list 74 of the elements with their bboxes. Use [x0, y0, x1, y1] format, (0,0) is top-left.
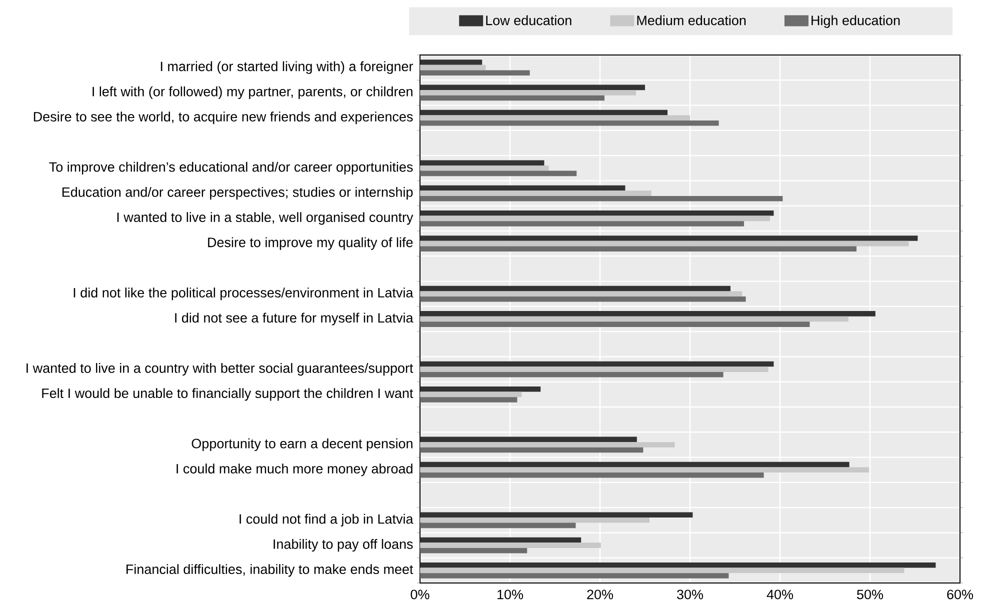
- bar: [420, 397, 518, 402]
- bar: [420, 548, 528, 554]
- bar: [420, 442, 675, 448]
- bar: [420, 120, 719, 126]
- y-tick-label: Financial difficulties, inability to make ends meet: [126, 564, 414, 577]
- x-tick-label: 10%: [498, 590, 524, 600]
- bar: [420, 90, 636, 96]
- y-tick-label: I wanted to live in a country with better social guarantees/support: [26, 362, 414, 376]
- bar: [420, 84, 646, 90]
- bar: [420, 236, 918, 241]
- bar: [420, 240, 909, 246]
- bar: [420, 221, 744, 226]
- y-tick-label: I did not like the political processes/environment in Latvia: [74, 288, 414, 300]
- bar: [420, 436, 637, 442]
- bar: [420, 190, 652, 196]
- bar: [420, 170, 577, 176]
- bar: [420, 110, 668, 116]
- bar: [420, 537, 582, 543]
- y-tick-label: To improve children’s educational and/or career opportunities: [49, 162, 413, 174]
- bar: [420, 568, 904, 574]
- x-tick-label: 20%: [587, 590, 614, 600]
- bar: [420, 60, 482, 65]
- bar: [420, 196, 783, 202]
- bar: [420, 216, 770, 222]
- y-tick-label: Desire to improve my quality of life: [208, 237, 413, 250]
- bar: [420, 472, 764, 478]
- bar: [420, 210, 774, 216]
- x-tick-label: 60%: [947, 590, 974, 600]
- bar: [420, 447, 644, 453]
- bar: [420, 286, 731, 292]
- y-tick-label: I left with (or followed) my partner, parents, or children: [92, 86, 412, 100]
- y-tick-label: Opportunity to earn a decent pension: [192, 438, 412, 452]
- bar: [420, 115, 690, 121]
- bar: [420, 366, 768, 372]
- bar: [420, 562, 936, 568]
- y-tick-label: Desire to see the world, to acquire new friends and experiences: [34, 112, 413, 124]
- y-tick-label: I did not see a future for myself in Latvia: [175, 312, 414, 326]
- y-tick-label: I married (or started living with) a foreigner: [160, 61, 414, 74]
- bar: [420, 462, 850, 468]
- bar: [420, 70, 530, 76]
- y-tick-label: I could make much more money abroad: [176, 464, 412, 476]
- bar: [420, 246, 857, 252]
- bar: [420, 467, 870, 473]
- bar: [420, 165, 549, 171]
- y-tick-label: I wanted to live in a stable, well organised country: [117, 212, 414, 225]
- bar: [420, 316, 848, 322]
- y-tick-label: Education and/or career perspectives; studies or internship: [62, 186, 413, 200]
- bar: [420, 372, 724, 378]
- bar: [420, 160, 544, 166]
- bar: [420, 322, 810, 327]
- x-tick-label: 50%: [857, 590, 884, 600]
- y-tick-label: I could not find a job in Latvia: [240, 514, 414, 526]
- x-tick-label: 30%: [677, 590, 704, 600]
- bar: [420, 311, 876, 316]
- bar: [420, 64, 486, 70]
- bar: [420, 185, 626, 191]
- bar: [420, 361, 774, 367]
- bar: [420, 95, 604, 101]
- bar: [420, 542, 601, 548]
- y-tick-label: Felt I would be unable to financially support the children I want: [42, 388, 414, 401]
- bar: [420, 386, 541, 392]
- y-tick-label: Inability to pay off loans: [274, 538, 413, 552]
- bar: [420, 296, 746, 302]
- bar: [420, 518, 650, 523]
- legend-label: Low education: [486, 15, 572, 26]
- bar: [420, 522, 576, 528]
- bar: [420, 291, 742, 297]
- legend-label: Medium education: [637, 15, 746, 26]
- bar: [420, 392, 522, 398]
- x-tick-label: 0%: [410, 590, 430, 600]
- legend-label: High education: [812, 15, 900, 28]
- bar: [420, 512, 693, 518]
- x-tick-label: 40%: [766, 590, 794, 600]
- bar: [420, 573, 729, 578]
